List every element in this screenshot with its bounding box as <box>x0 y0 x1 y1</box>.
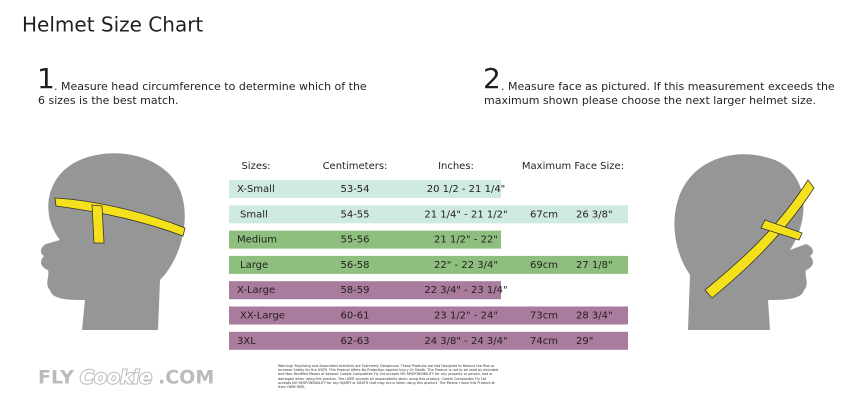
size-cell: X-Small <box>237 184 275 195</box>
step-text: . Measure head circumference to determin… <box>54 80 367 93</box>
head-illustration <box>674 154 815 330</box>
step-text: maximum shown please choose the next lar… <box>484 94 816 107</box>
cm-cell: 54-55 <box>340 209 369 220</box>
title: Helmet Size Chart <box>22 13 203 37</box>
size-cell: Small <box>240 209 268 220</box>
column-header: Maximum Face Size: <box>522 161 624 172</box>
step-text: 6 sizes is the best match. <box>38 94 178 107</box>
brand: Cookie <box>80 367 152 389</box>
face-cm-cell: 67cm <box>530 209 558 220</box>
size-cell: X-Large <box>237 285 275 296</box>
disclaimer: Warning! Skydiving and Associated Activi… <box>278 364 499 390</box>
cm-cell: 55-56 <box>340 235 369 246</box>
inches-cell: 21 1/4" - 21 1/2" <box>424 209 507 220</box>
step-number: 1 <box>37 62 55 95</box>
size-table: Sizes: Centimeters: Inches: Maximum Face Si… <box>229 161 628 350</box>
size-cell: Medium <box>237 235 277 246</box>
row-band <box>229 180 501 198</box>
inches-cell: 21 1/2" - 22" <box>434 235 498 246</box>
face-cm-cell: 73cm <box>530 311 558 322</box>
cm-cell: 62-63 <box>340 336 369 347</box>
row-band <box>229 331 628 350</box>
inches-cell: 23 1/2" - 24" <box>434 311 498 322</box>
step-text: . Measure face as pictured. If this meas… <box>501 80 835 93</box>
head-illustration <box>40 153 186 330</box>
step-number: 2 <box>483 62 501 95</box>
cm-cell: 58-59 <box>340 285 369 296</box>
column-header: Sizes: <box>241 161 270 172</box>
brand: FLY <box>38 367 74 389</box>
row-band <box>229 281 501 300</box>
inches-cell: 22 3/4" - 23 1/4" <box>424 285 507 296</box>
inches-cell: 20 1/2 - 21 1/4" <box>427 184 506 195</box>
inches-cell: 24 3/8" - 24 3/4" <box>424 336 507 347</box>
size-cell: XX-Large <box>240 311 285 322</box>
face-in-cell: 28 3/4" <box>576 311 613 322</box>
row-band <box>229 255 628 274</box>
size-cell: 3XL <box>237 336 256 347</box>
row-band <box>229 230 501 249</box>
cm-cell: 56-58 <box>340 260 369 271</box>
face-in-cell: 27 1/8" <box>576 260 613 271</box>
row-band <box>229 306 628 325</box>
column-header: Centimeters: <box>323 161 388 172</box>
face-cm-cell: 74cm <box>530 336 558 347</box>
size-cell: Large <box>240 260 268 271</box>
face-in-cell: 29" <box>576 336 593 347</box>
cm-cell: 60-61 <box>340 311 369 322</box>
brand: .COM <box>158 367 214 389</box>
cm-cell: 53-54 <box>340 184 369 195</box>
inches-cell: 22" - 22 3/4" <box>434 260 498 271</box>
column-header: Inches: <box>438 161 474 172</box>
face-cm-cell: 69cm <box>530 260 558 271</box>
row-band <box>229 205 628 224</box>
disclaimer-box: Warning! Skydiving and Associated Activi… <box>278 364 499 390</box>
face-in-cell: 26 3/8" <box>576 209 613 220</box>
